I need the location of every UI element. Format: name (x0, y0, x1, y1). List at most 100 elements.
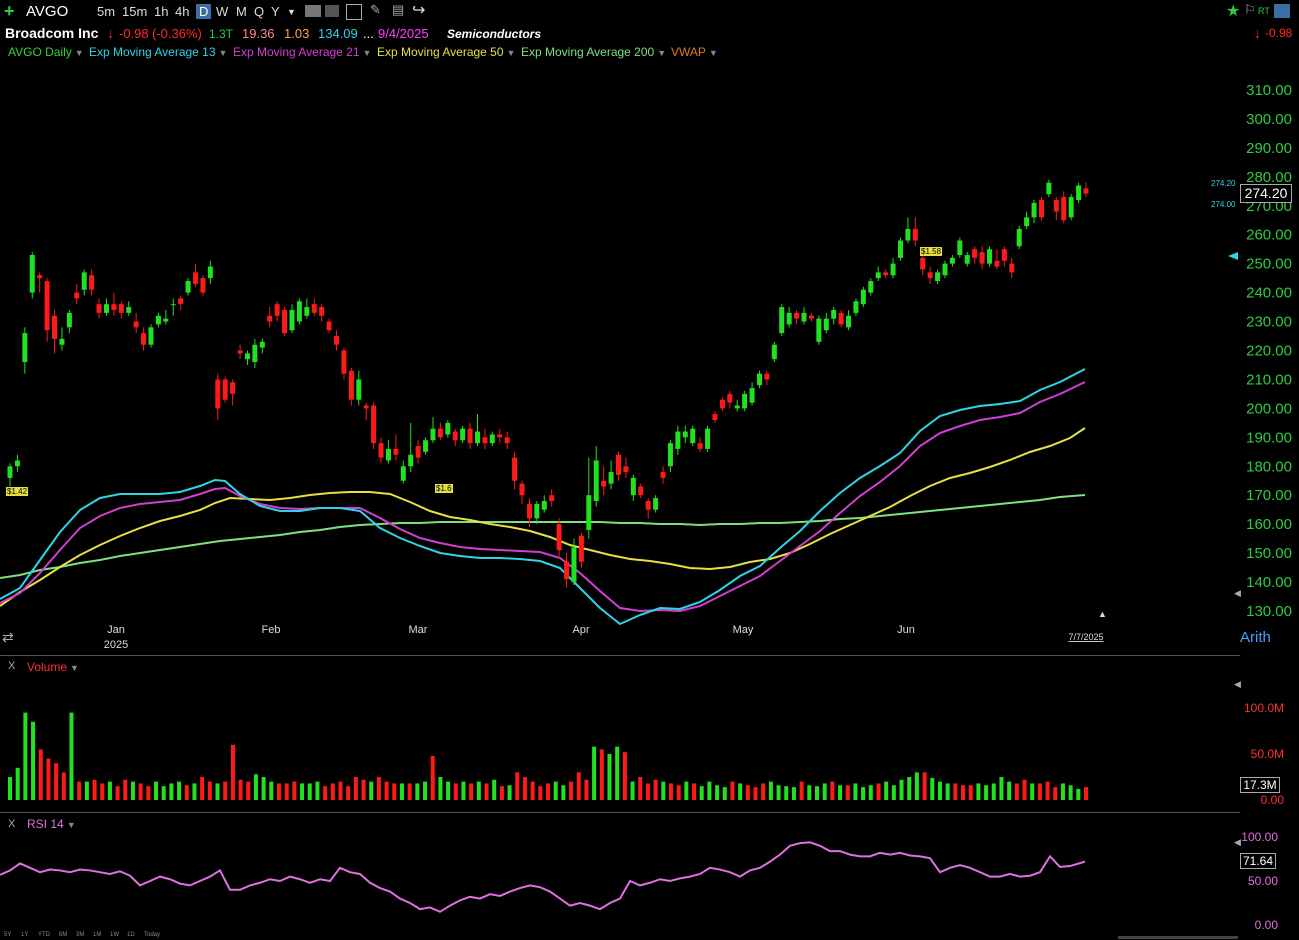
candle-body (437, 428, 443, 438)
candle-body (29, 254, 35, 293)
range-button[interactable]: 6M (59, 932, 68, 938)
candle-body (526, 503, 532, 519)
volume-bar (707, 781, 712, 800)
volume-bar (945, 783, 950, 800)
interval-15m[interactable]: 15m (122, 4, 148, 19)
up-triangle-icon[interactable]: ▲ (1098, 609, 1107, 619)
interval-4h[interactable]: 4h (175, 4, 190, 19)
volume-bar (1030, 783, 1035, 800)
flag-icon[interactable]: ⚐ (1244, 2, 1256, 17)
range-button[interactable]: 3M (76, 932, 85, 938)
volume-scroll-icon[interactable]: ◀ (1234, 679, 1241, 689)
candle-body (549, 495, 555, 502)
s-plus-icon[interactable] (1274, 4, 1290, 18)
volume-bar (277, 783, 281, 800)
rsi-chart[interactable]: 100.00 50.00 0.00 (0, 825, 1299, 940)
horizontal-scrollbar[interactable] (1118, 936, 1238, 939)
price-tick-label: 230.00 (1246, 314, 1292, 331)
legend-ema13[interactable]: Exp Moving Average 13 ▼ (89, 45, 228, 59)
candle-body (571, 547, 577, 583)
symbol-input[interactable]: AVGO (26, 3, 69, 20)
price-chart[interactable]: 310.00300.00290.00280.00270.00260.00250.… (0, 64, 1299, 654)
volume-chart[interactable]: 100.0M 50.0M 0.00 (0, 670, 1299, 810)
volume-bar (315, 781, 320, 800)
legend-ema50[interactable]: Exp Moving Average 50 ▼ (377, 45, 516, 59)
dividend-label-3[interactable]: $1.58 (920, 247, 943, 256)
interval-yearly[interactable]: Y (271, 4, 280, 19)
dividend-label-2[interactable]: $1.6 (435, 484, 453, 493)
volume-bar (553, 781, 558, 800)
candle-body (89, 275, 95, 290)
range-button[interactable]: 1M (93, 932, 102, 938)
interval-weekly[interactable]: W (216, 4, 229, 19)
compare-icon[interactable] (325, 5, 339, 17)
rsi-polyline (0, 841, 1086, 913)
interval-quarterly[interactable]: Q (254, 4, 265, 19)
candle-body (178, 298, 184, 305)
volume-bar (146, 786, 151, 800)
range-button[interactable]: YTD (38, 932, 50, 938)
indicator-icon[interactable] (346, 4, 362, 20)
candle-body (682, 431, 688, 438)
candle-body (987, 249, 993, 264)
volume-close-button[interactable]: X (8, 660, 16, 672)
range-button[interactable]: 5Y (4, 932, 12, 938)
range-button[interactable]: Today (144, 932, 161, 938)
volume-bar (499, 786, 504, 800)
interval-daily[interactable]: D (196, 4, 212, 19)
price-change-pct: (-0.36%) (152, 26, 202, 41)
candle-body (37, 275, 43, 279)
volume-bar (622, 752, 627, 800)
range-button[interactable]: 1D (127, 932, 135, 938)
volume-bar (484, 783, 489, 800)
candle-body (96, 304, 102, 313)
volume-bar (192, 783, 197, 800)
volume-bar (446, 781, 451, 800)
draw-pencil-icon[interactable]: ✎ (370, 2, 381, 17)
range-button[interactable]: 1Y (21, 932, 29, 938)
candle-body (942, 263, 948, 276)
pane-divider-1[interactable] (0, 655, 1240, 656)
rsi-close-button[interactable]: X (8, 818, 16, 830)
volume-bar (845, 785, 850, 800)
interval-monthly[interactable]: M (236, 4, 247, 19)
candle-body (623, 466, 629, 473)
pane-divider-2[interactable] (0, 812, 1240, 813)
candle-body (14, 460, 20, 467)
favorite-star-icon[interactable]: ★ (1226, 3, 1241, 20)
volume-title[interactable]: Volume ▼ (27, 660, 79, 674)
rsi-title[interactable]: RSI 14 ▼ (27, 817, 76, 831)
candle-body (304, 307, 310, 316)
legend-ema21[interactable]: Exp Moving Average 21 ▼ (233, 45, 372, 59)
legend-price[interactable]: AVGO Daily ▼ (8, 45, 84, 59)
candle-body (964, 254, 970, 264)
price-change: -0.98 (119, 26, 149, 41)
share-icon[interactable]: ↪ (412, 2, 426, 19)
candle-body (385, 448, 391, 461)
volume-bar (223, 781, 228, 800)
volume-bar (77, 781, 82, 800)
price-axis[interactable]: 310.00300.00290.00280.00270.00260.00250.… (1228, 82, 1292, 620)
rsi-scroll-icon[interactable]: ◀ (1234, 837, 1241, 847)
interval-1h[interactable]: 1h (154, 4, 169, 19)
scale-mode[interactable]: Arith (1240, 629, 1271, 646)
candle-body (705, 428, 711, 449)
volume-bar (861, 787, 866, 800)
scroll-left-icon[interactable]: ◀ (1234, 588, 1241, 598)
candle-body (222, 379, 228, 400)
volume-bar (699, 786, 704, 800)
add-symbol-icon[interactable]: + (4, 1, 15, 21)
candle-body (794, 312, 800, 319)
dividend-label-1[interactable]: $1.42 (6, 487, 29, 496)
interval-dropdown-icon[interactable]: ▼ (287, 7, 296, 17)
legend-vwap[interactable]: VWAP ▼ (671, 45, 718, 59)
legend-ema200[interactable]: Exp Moving Average 200 ▼ (521, 45, 667, 59)
range-button[interactable]: 1W (110, 932, 119, 938)
layers-icon[interactable]: ▤ (392, 2, 405, 17)
ellipsis: ... (363, 26, 374, 41)
reset-chart-icon[interactable]: ⇄ (2, 629, 14, 645)
interval-5m[interactable]: 5m (97, 4, 116, 19)
chart-style-icon[interactable] (305, 5, 321, 17)
volume-bar (761, 783, 766, 800)
volume-bar (361, 779, 366, 800)
